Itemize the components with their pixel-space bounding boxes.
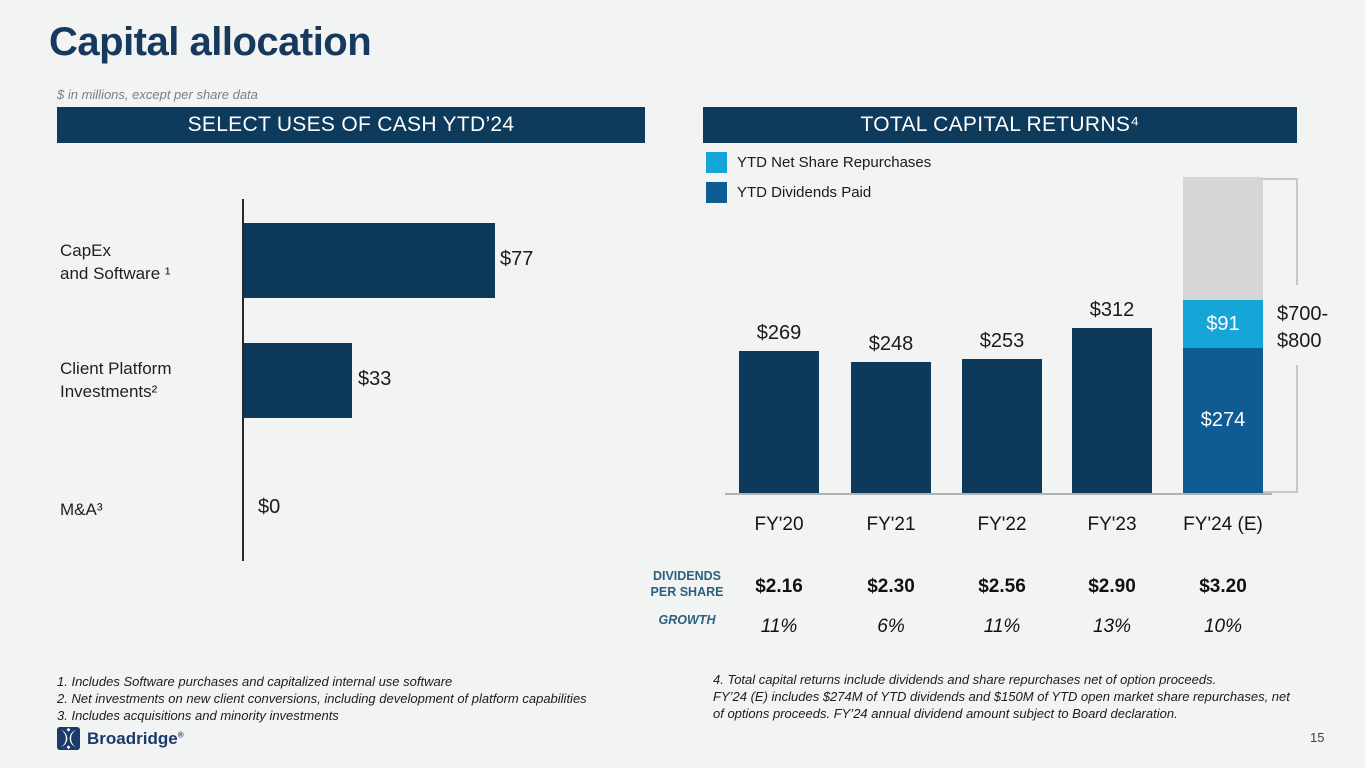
- category-label-client-platform: Client Platform Investments²: [60, 359, 172, 401]
- xtick-fy23: FY'23: [1087, 514, 1137, 535]
- legend-item-dividends: YTD Dividends Paid: [706, 182, 871, 203]
- broadridge-logo: Broadridge®: [57, 727, 184, 750]
- growth-row-label: GROWTH: [658, 613, 716, 627]
- xtick-fy24: FY'24 (E): [1183, 514, 1263, 535]
- broadridge-logo-icon: [57, 727, 80, 750]
- broadridge-logo-text: Broadridge®: [87, 728, 184, 748]
- footnotes-right: 4. Total capital returns include dividen…: [713, 672, 1290, 721]
- fy24-dividends-segment: $274: [1183, 348, 1263, 493]
- fy24-dividends-label: $274: [1200, 409, 1246, 432]
- repurchases-swatch-icon: [706, 152, 727, 173]
- total-label-fy22: $253: [979, 330, 1025, 353]
- bar-fy23: $312: [1072, 299, 1152, 493]
- dividends-per-share-row-label: DIVIDENDS PER SHARE: [650, 569, 724, 599]
- registered-mark: ®: [177, 729, 184, 739]
- dps-fy22: $2.56: [978, 576, 1026, 597]
- dps-fy23: $2.90: [1088, 576, 1136, 597]
- fy23-segment: [1072, 328, 1152, 493]
- estimate-range-label: $700- $800: [1277, 303, 1329, 352]
- right-section-header: TOTAL CAPITAL RETURNS⁴: [703, 107, 1297, 143]
- dps-fy21: $2.30: [867, 576, 915, 597]
- fy21-segment: [851, 362, 931, 493]
- legend-label: YTD Dividends Paid: [737, 184, 872, 201]
- bar-client-platform: [244, 343, 352, 418]
- growth-fy23: 13%: [1092, 616, 1132, 637]
- page-title: Capital allocation: [49, 20, 372, 64]
- dividends-swatch-icon: [706, 182, 727, 203]
- growth-fy24: 10%: [1203, 616, 1243, 637]
- bar-fy22: $253: [962, 330, 1042, 493]
- growth-fy21: 6%: [877, 616, 905, 637]
- fy22-segment: [962, 359, 1042, 493]
- growth-fy22: 11%: [983, 616, 1021, 637]
- estimate-range-bracket-top: [1263, 178, 1298, 285]
- legend-label: YTD Net Share Repurchases: [737, 154, 932, 171]
- bar-fy20: $269: [739, 322, 819, 493]
- legend-item-repurchases: YTD Net Share Repurchases: [706, 152, 931, 173]
- left-section-header: SELECT USES OF CASH YTD’24: [57, 107, 645, 143]
- value-label-capex: $77: [500, 248, 534, 270]
- estimate-range-bracket-bottom: [1263, 365, 1298, 493]
- footnotes-left: 1. Includes Software purchases and capit…: [57, 674, 587, 723]
- fy24-estimate-range-segment: [1183, 177, 1263, 301]
- units-note: $ in millions, except per share data: [57, 87, 258, 102]
- fy24-repurchases-segment: $91: [1183, 300, 1263, 349]
- value-label-client-platform: $33: [358, 368, 392, 390]
- page-number: 15: [1310, 730, 1325, 745]
- xtick-fy20: FY'20: [754, 514, 804, 535]
- bar-capex: [244, 223, 496, 298]
- growth-fy20: 11%: [760, 616, 798, 637]
- bar-fy24: $91 $274: [1183, 177, 1263, 493]
- total-label-fy20: $269: [756, 321, 802, 344]
- dps-fy20: $2.16: [755, 576, 803, 597]
- left-chart-axis: [242, 199, 244, 561]
- xtick-fy21: FY'21: [866, 514, 916, 535]
- bar-fy21: $248: [851, 333, 931, 493]
- dps-fy24: $3.20: [1199, 576, 1247, 597]
- right-chart-baseline: [725, 493, 1272, 495]
- xtick-fy22: FY'22: [977, 514, 1027, 535]
- total-label-fy21: $248: [868, 333, 914, 356]
- total-label-fy23: $312: [1089, 299, 1135, 322]
- category-label-capex: CapEx and Software ¹: [60, 241, 171, 283]
- value-label-ma: $0: [258, 496, 281, 518]
- fy24-repurchases-label: $91: [1206, 312, 1240, 335]
- category-label-ma: M&A³: [60, 500, 103, 519]
- fy20-segment: [739, 350, 819, 493]
